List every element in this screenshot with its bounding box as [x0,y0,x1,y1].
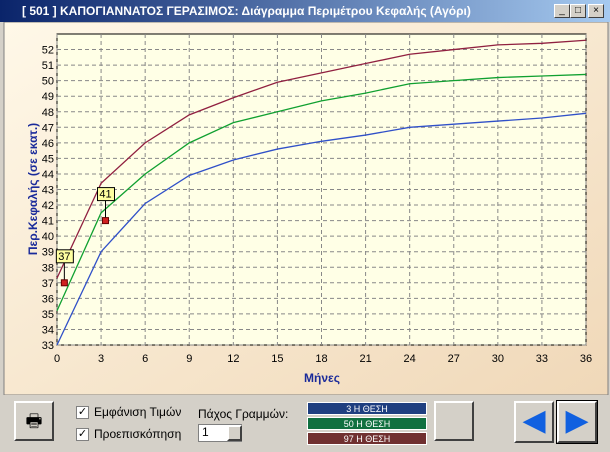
y-tick-label: 37 [42,278,54,290]
close-button[interactable]: × [588,4,604,18]
annotation-box [55,249,74,264]
title-bar: [ 501 ] ΚΑΠΟΓΙΑΝΝΑΤΟΣ ΓΕΡΑΣΙΜΟΣ: Διάγραμ… [0,0,610,22]
y-tick-label: 44 [42,169,54,181]
x-tick-label: 21 [359,353,371,365]
back-button[interactable]: ◀ [514,401,554,443]
y-tick-label: 49 [42,91,54,103]
annotation-point [60,279,68,287]
checkbox[interactable]: ✓ [76,406,89,419]
y-tick-label: 46 [42,138,54,150]
x-tick-label: 9 [186,353,192,365]
annotation-label: 37 [58,251,70,263]
x-tick-label: 15 [271,353,283,365]
y-axis-label: Περ.Κεφαλής (σε εκατ.) [26,123,40,255]
x-axis-label: Μήνες [304,371,340,385]
y-tick-label: 50 [42,76,54,88]
y-tick-label: 47 [42,122,54,134]
annotation-label: 41 [99,189,111,201]
spin-button[interactable] [227,425,242,441]
x-tick-label: 18 [315,353,327,365]
y-tick-label: 35 [42,309,54,321]
window-title: [ 501 ] ΚΑΠΟΓΙΑΝΝΑΤΟΣ ΓΕΡΑΣΙΜΟΣ: Διάγραμ… [22,4,471,18]
y-tick-label: 33 [42,340,54,352]
y-tick-label: 52 [42,45,54,57]
x-tick-label: 6 [142,353,148,365]
forward-button[interactable]: ▶ [556,400,598,444]
y-tick-label: 48 [42,107,54,119]
maximize-button[interactable]: □ [570,4,586,18]
x-tick-label: 3 [98,353,104,365]
y-tick-label: 41 [42,216,54,228]
legend-button[interactable]: 97 Η ΘΕΣΗ [307,432,427,445]
checkbox-label: Εμφάνιση Τιμών [94,405,182,419]
annotation-point [101,217,109,225]
legend-button[interactable]: 50 Η ΘΕΣΗ [307,417,427,430]
series-line [56,39,587,279]
y-tick-label: 36 [42,293,54,305]
y-tick-label: 51 [42,60,54,72]
series-line [56,112,587,346]
y-tick-label: 43 [42,185,54,197]
y-tick-label: 40 [42,231,54,243]
y-tick-label: 42 [42,200,54,212]
x-tick-label: 27 [448,353,460,365]
x-tick-label: 33 [536,353,548,365]
x-tick-label: 0 [54,353,60,365]
x-tick-label: 36 [580,353,592,365]
x-tick-label: 12 [227,353,239,365]
annotation-box [96,187,115,202]
legend-button[interactable]: 3 Η ΘΕΣΗ [307,402,427,415]
line-width-label: Πάχος Γραμμών: [198,407,289,421]
x-tick-label: 24 [404,353,416,365]
y-tick-label: 39 [42,247,54,259]
checkbox-label: Προεπισκόπηση [94,427,182,441]
pages-button[interactable] [434,401,474,441]
minimize-button[interactable]: _ [554,4,570,18]
checkbox[interactable]: ✓ [76,428,89,441]
chart: Περ.Κεφαλής (σε εκατ.) Μήνες 33343536373… [3,22,609,395]
y-tick-label: 38 [42,262,54,274]
y-tick-label: 34 [42,324,54,336]
y-tick-label: 45 [42,153,54,165]
series-line [56,73,587,312]
print-button[interactable]: 🖶 [14,401,54,441]
x-tick-label: 30 [492,353,504,365]
